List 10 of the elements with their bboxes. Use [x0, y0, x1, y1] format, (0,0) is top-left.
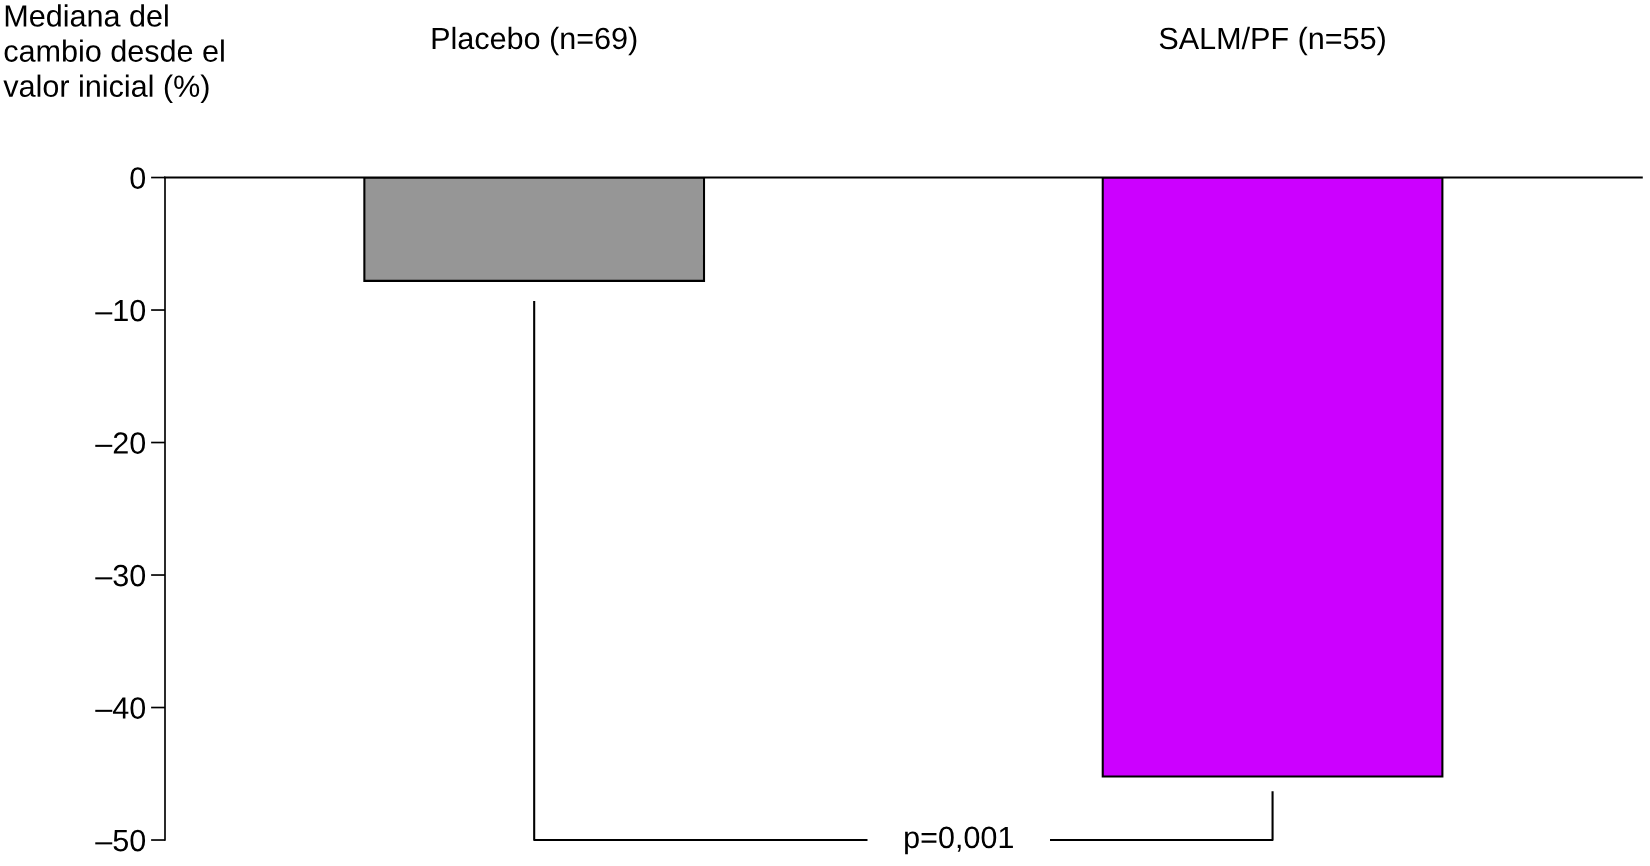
- y-tick-label: –50: [95, 829, 146, 852]
- y-tick-label: –40: [95, 697, 146, 719]
- x-tick-label: SALM/PF (n=55): [1159, 26, 1385, 56]
- x-tick-label: Placebo (n=69): [432, 26, 637, 56]
- y-tick-label: –20: [95, 432, 146, 454]
- y-tick-label: 0: [130, 167, 146, 189]
- y-tick-label: –10: [95, 299, 146, 322]
- y-axis-title: Mediana del cambio desde el valor inicial (%): [3, 4, 224, 104]
- y-tick-label: –30: [95, 564, 146, 587]
- annotation: p=0,001: [905, 826, 1013, 855]
